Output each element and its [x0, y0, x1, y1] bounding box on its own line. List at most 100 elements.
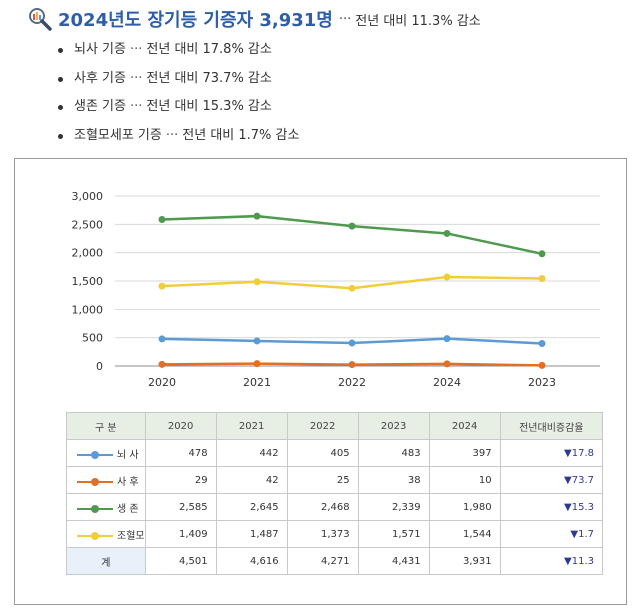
summary-text: 전년 대비 15.3% 감소: [146, 99, 272, 114]
cell: 2,585: [144, 493, 217, 521]
page-title: 2024년도 장기등 기증자 3,931명: [58, 10, 333, 31]
summary-item-stem-cell: 조혈모세포 기증 ··· 전년 대비 1.7% 감소: [58, 122, 299, 151]
data-point: [443, 360, 451, 368]
data-point: [348, 339, 356, 347]
x-tick-label: 2021: [243, 376, 271, 389]
cell: 3,931: [428, 547, 501, 575]
data-point: [443, 273, 451, 281]
legend-swatch: [77, 450, 113, 460]
row-label: 생 존: [117, 503, 139, 515]
cell: 4,431: [357, 547, 430, 575]
row-category: 조혈모: [66, 520, 146, 548]
summary-label: 생존 기증: [74, 99, 126, 114]
summary-text: 전년 대비 73.7% 감소: [146, 70, 272, 86]
cell: 42: [215, 466, 288, 494]
y-tick-label: 2,000: [72, 247, 104, 260]
data-point: [348, 222, 356, 230]
title-summary: 전년 대비 11.3% 감소: [355, 13, 481, 29]
data-point: [348, 361, 356, 369]
header-2023: 2023: [357, 412, 430, 440]
data-point: [538, 361, 546, 369]
total-label: 계: [66, 547, 146, 575]
row-category: 뇌 사: [66, 439, 146, 467]
cell: 25: [286, 466, 359, 494]
summary-list: 뇌사 기증 ··· 전년 대비 17.8% 감소 사후 기증 ··· 전년 대비 73.…: [58, 36, 299, 150]
data-point: [158, 282, 166, 290]
legend-swatch: [77, 504, 113, 514]
row-label: 뇌 사: [117, 449, 139, 461]
cell: 4,616: [215, 547, 288, 575]
header-2021: 2021: [215, 412, 288, 440]
table-header-row: 구 분 2020 2021 2022 2023 2024 전년대비증감율: [66, 412, 604, 440]
summary-separator: ···: [129, 42, 143, 57]
row-label: 사 후: [117, 476, 139, 488]
cell: 442: [215, 439, 288, 467]
row-category: 생 존: [66, 493, 146, 521]
header-2024: 2024: [428, 412, 501, 440]
cell: 397: [428, 439, 501, 467]
summary-text: 전년 대비 17.8% 감소: [146, 42, 272, 57]
cell: 38: [357, 466, 430, 494]
data-point: [158, 360, 166, 368]
cell: 1,409: [144, 520, 217, 548]
x-tick-label: 2024: [433, 376, 461, 389]
data-point: [538, 275, 546, 283]
table-row: 사 후 29 42 25 38 10 ▼73.7: [66, 466, 604, 494]
page-header: 2024년도 장기등 기증자 3,931명 ··· 전년 대비 11.3% 감소: [28, 4, 481, 34]
cell: 1,373: [286, 520, 359, 548]
summary-label: 사후 기증: [74, 70, 126, 86]
y-tick-label: 0: [96, 360, 103, 373]
row-label: 조혈모: [117, 530, 145, 542]
cell: 1,544: [428, 520, 501, 548]
data-point: [538, 340, 546, 348]
data-table: 구 분 2020 2021 2022 2023 2024 전년대비증감율 뇌 사…: [66, 412, 604, 575]
cell: 10: [428, 466, 501, 494]
x-tick-label: 2022: [338, 376, 366, 389]
data-point: [443, 335, 451, 343]
data-point: [253, 360, 261, 368]
table-row: 생 존 2,585 2,645 2,468 2,339 1,980 ▼15.3: [66, 493, 604, 521]
title-separator: ···: [338, 11, 352, 27]
series-line: [161, 214, 543, 256]
table-total-row: 계 4,501 4,616 4,271 4,431 3,931 ▼11.3: [66, 547, 604, 575]
data-point: [348, 284, 356, 292]
data-point: [253, 212, 261, 220]
header-category: 구 분: [66, 412, 146, 440]
cell: 4,271: [286, 547, 359, 575]
data-point: [443, 229, 451, 237]
summary-text: 전년 대비 1.7% 감소: [182, 127, 300, 143]
cell: 483: [357, 439, 430, 467]
summary-item-living: 생존 기증 ··· 전년 대비 15.3% 감소: [58, 93, 299, 122]
x-tick-label: 2020: [148, 376, 176, 389]
change-rate: ▼17.8: [499, 439, 604, 467]
y-tick-label: 1,500: [72, 275, 104, 288]
cell: 1,487: [215, 520, 288, 548]
change-rate: ▼1.7: [499, 520, 604, 548]
y-tick-label: 500: [82, 332, 103, 345]
data-point: [538, 250, 546, 258]
y-tick-label: 2,500: [72, 218, 104, 231]
change-rate: ▼15.3: [499, 493, 604, 521]
cell: 478: [144, 439, 217, 467]
cell: 2,645: [215, 493, 288, 521]
y-tick-label: 1,000: [72, 303, 104, 316]
summary-label: 조혈모세포 기증: [74, 127, 162, 143]
data-point: [158, 335, 166, 343]
table-row: 조혈모 1,409 1,487 1,373 1,571 1,544 ▼1.7: [66, 520, 604, 548]
summary-label: 뇌사 기증: [74, 42, 126, 57]
cell: 2,468: [286, 493, 359, 521]
data-point: [158, 216, 166, 224]
summary-item-brain-death: 뇌사 기증 ··· 전년 대비 17.8% 감소: [58, 36, 299, 65]
x-tick-label: 2023: [528, 376, 556, 389]
row-category: 사 후: [66, 466, 146, 494]
summary-separator: ···: [165, 127, 179, 143]
cell: 405: [286, 439, 359, 467]
cell: 29: [144, 466, 217, 494]
data-point: [253, 278, 261, 286]
header-change-rate: 전년대비증감율: [499, 412, 604, 440]
table-row: 뇌 사 478 442 405 483 397 ▼17.8: [66, 439, 604, 467]
change-rate: ▼73.7: [499, 466, 604, 494]
header-2022: 2022: [286, 412, 359, 440]
magnifier-chart-icon: [29, 8, 52, 31]
cell: 1,980: [428, 493, 501, 521]
